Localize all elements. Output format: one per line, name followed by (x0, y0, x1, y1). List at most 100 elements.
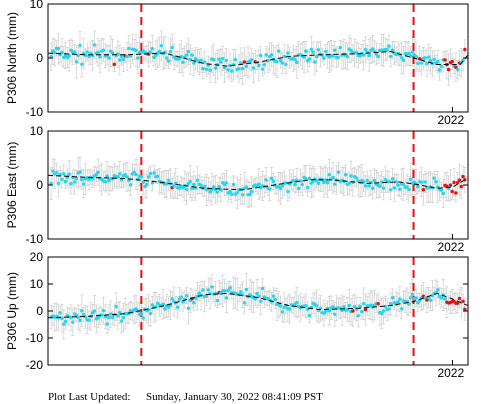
data-point (398, 297, 402, 301)
x-tick-label: 2022 (437, 113, 464, 127)
data-point (60, 316, 64, 320)
data-point (257, 182, 261, 186)
data-point (134, 48, 138, 53)
data-point (336, 55, 341, 59)
data-point (161, 302, 165, 306)
recent-data-point (242, 60, 247, 64)
data-point (204, 294, 209, 298)
data-point (128, 54, 133, 58)
data-point (408, 54, 413, 58)
recent-data-point (425, 298, 429, 302)
data-point (212, 185, 216, 189)
recent-data-point (446, 67, 451, 72)
data-point (244, 185, 248, 189)
data-point (360, 309, 364, 314)
data-point (170, 297, 174, 301)
data-point (416, 61, 420, 65)
trend-line (47, 292, 469, 319)
data-point (231, 182, 236, 187)
data-point (352, 305, 357, 309)
data-point (264, 53, 268, 57)
data-point (118, 310, 122, 315)
data-point (237, 67, 241, 71)
data-point (116, 175, 120, 179)
data-point (159, 44, 164, 48)
data-point (296, 186, 301, 191)
recent-data-point (443, 58, 447, 62)
data-point (304, 49, 308, 53)
data-point (192, 182, 196, 187)
data-point (110, 177, 115, 181)
data-point (416, 185, 420, 189)
data-point (322, 180, 326, 185)
data-point (311, 179, 315, 184)
data-point (324, 178, 328, 182)
data-point (80, 62, 84, 66)
recent-data-point (450, 59, 454, 64)
data-point (380, 311, 384, 316)
data-point (156, 174, 160, 179)
data-point (141, 180, 145, 184)
data-point (118, 172, 122, 176)
data-point (277, 49, 281, 53)
data-point (244, 287, 248, 292)
data-point (136, 56, 140, 60)
data-point (437, 68, 442, 72)
recent-data-point (454, 65, 458, 69)
data-point (188, 179, 192, 184)
data-point (201, 67, 205, 71)
data-point (372, 178, 377, 183)
data-point (240, 293, 245, 297)
data-point (224, 296, 229, 300)
data-point (105, 322, 109, 326)
data-point (85, 50, 89, 54)
data-point (210, 285, 214, 289)
data-point (439, 188, 444, 192)
data-points (49, 43, 467, 73)
data-point (396, 183, 400, 187)
data-point (228, 286, 232, 290)
data-point (436, 288, 440, 292)
y-axis-label: P306 East (mm) (5, 142, 19, 229)
data-point (190, 186, 194, 191)
data-point (119, 54, 124, 59)
data-point (181, 60, 185, 64)
data-point (240, 66, 245, 71)
data-point (201, 288, 205, 292)
recent-data-point (461, 299, 465, 304)
y-tick-label: 10 (30, 277, 44, 291)
y-tick-label: -10 (26, 331, 44, 345)
data-point (217, 184, 221, 189)
data-point (408, 296, 413, 300)
data-point (72, 50, 77, 54)
data-point (432, 176, 436, 180)
data-point (172, 184, 176, 188)
y-axis-label: P306 North (mm) (5, 12, 19, 104)
data-point (146, 175, 151, 179)
data-point (197, 291, 201, 295)
data-point (208, 190, 212, 194)
data-point (103, 179, 108, 184)
recent-data-point (112, 62, 117, 67)
recent-data-point (461, 174, 465, 179)
data-point (322, 56, 326, 60)
data-point (284, 181, 288, 185)
data-point (387, 307, 391, 311)
data-point (96, 50, 100, 55)
recent-data-point (363, 307, 368, 312)
data-point (286, 51, 290, 55)
data-point (249, 58, 254, 62)
data-point (325, 181, 330, 185)
data-point (116, 52, 120, 56)
data-point (304, 177, 308, 181)
data-point (195, 294, 200, 298)
data-point (333, 312, 337, 316)
recent-data-point (455, 180, 460, 185)
data-point (67, 172, 71, 176)
data-point (307, 176, 312, 181)
data-point (157, 49, 162, 54)
data-point (428, 298, 433, 303)
y-tick-label: 20 (30, 250, 44, 264)
y-tick-label: 10 (30, 0, 44, 11)
data-point (414, 296, 418, 300)
